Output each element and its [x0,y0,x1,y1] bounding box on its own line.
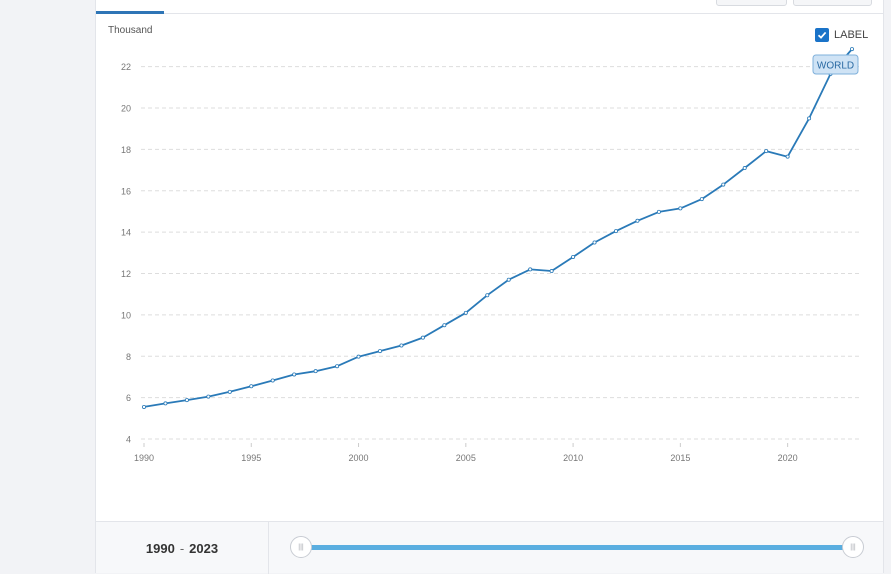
grip-icon: ||| [850,543,856,551]
data-point[interactable] [549,269,554,274]
data-point[interactable] [184,398,189,403]
series-line-world [143,48,853,408]
x-tick-label: 1995 [241,453,261,463]
range-slider-track[interactable] [302,545,853,550]
line-chart: Thousand 4 6 8 10 12 14 16 18 20 22 1990 1995 2000 2… [108,25,862,463]
label-toggle-text: LABEL [834,29,869,41]
data-point[interactable] [528,267,533,272]
y-tick-label: 22 [121,62,131,72]
data-point[interactable] [614,229,619,234]
y-unit-label: Thousand [108,25,152,36]
data-point[interactable] [656,209,661,214]
y-tick-label: 16 [121,186,131,196]
data-point[interactable] [292,372,297,377]
data-point[interactable] [399,343,404,348]
series-badge-label: WORLD [817,61,854,72]
data-point[interactable] [335,364,340,369]
data-point[interactable] [270,378,275,383]
x-tick-label: 2005 [456,453,476,463]
data-point[interactable] [356,354,361,359]
series-badge: WORLD [812,54,859,75]
x-tick-label: 1990 [134,453,154,463]
range-end-year: 2023 [189,540,219,556]
label-toggle[interactable]: LABEL [815,28,868,42]
grip-icon: ||| [298,543,304,551]
y-tick-label: 14 [121,228,131,238]
data-point[interactable] [571,254,576,259]
data-point[interactable] [807,116,812,121]
data-point[interactable] [850,47,855,52]
y-tick-label: 12 [121,269,131,279]
toolbar-button-1[interactable] [716,0,787,6]
chart-panel: Thousand 4 6 8 10 12 14 16 18 20 22 1990 1995 2000 2… [95,0,884,574]
data-point[interactable] [721,182,726,187]
active-tab-indicator[interactable] [96,11,164,14]
range-start-year: 1990 [145,540,175,556]
year-range-display: 1990 - 2023 [96,522,269,574]
data-point[interactable] [227,389,232,394]
x-tick-label: 2015 [670,453,690,463]
y-tick-label: 18 [121,145,131,155]
data-point[interactable] [592,240,597,245]
x-tick-label: 2010 [563,453,583,463]
data-point[interactable] [463,310,468,315]
x-tick-label: 2020 [778,453,798,463]
data-point[interactable] [506,277,511,282]
data-point[interactable] [163,401,168,406]
data-point[interactable] [377,349,382,354]
range-slider-start-handle[interactable]: ||| [290,536,312,558]
y-tick-label: 10 [121,310,131,320]
data-point[interactable] [764,149,769,154]
data-point[interactable] [785,154,790,159]
data-point[interactable] [485,293,490,298]
y-tick-label: 8 [126,352,131,362]
data-point[interactable] [420,335,425,340]
data-point[interactable] [635,218,640,223]
data-point[interactable] [678,206,683,211]
y-tick-label: 20 [121,104,131,114]
checkmark-icon [817,31,827,39]
data-point[interactable] [142,404,147,409]
data-point[interactable] [742,166,747,171]
data-point[interactable] [313,369,318,374]
y-tick-label: 4 [126,435,131,445]
y-tick-label: 6 [126,393,131,403]
range-slider-end-handle[interactable]: ||| [842,536,864,558]
label-checkbox[interactable] [815,28,829,42]
data-point[interactable] [206,394,211,399]
data-point[interactable] [249,384,254,389]
range-separator: - [179,540,185,556]
data-point[interactable] [442,323,447,328]
time-range-footer: 1990 - 2023 ||| ||| [96,521,883,574]
tab-bar [96,0,883,14]
data-point[interactable] [699,197,704,202]
toolbar-button-2[interactable] [793,0,872,6]
x-tick-label: 2000 [349,453,369,463]
